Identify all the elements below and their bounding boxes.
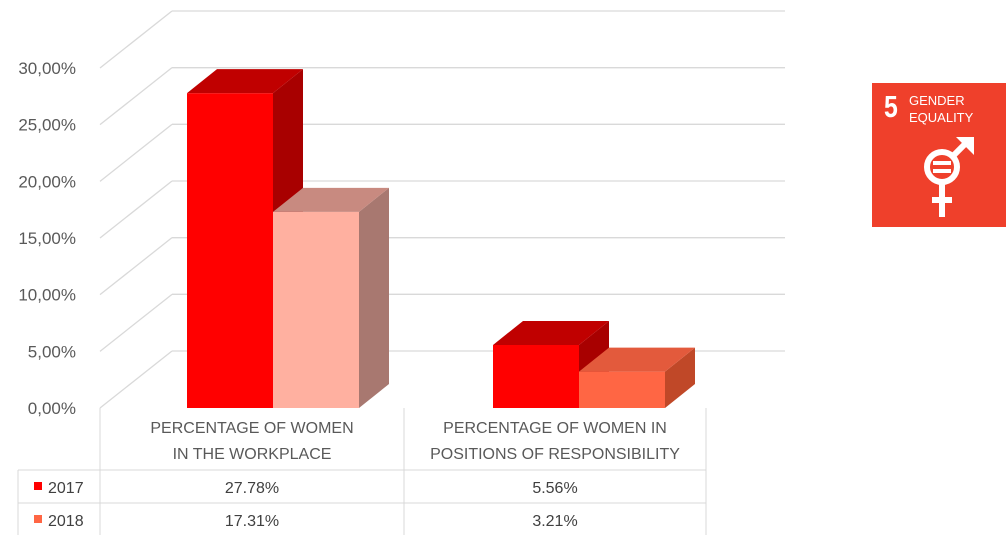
- gender-equality-icon: [924, 137, 974, 217]
- goal-title: GENDER EQUALITY: [909, 92, 973, 126]
- data-label: 27.78%: [225, 480, 279, 497]
- y-tick-label: 25,00%: [18, 116, 76, 135]
- y-tick-label: 30,00%: [18, 59, 76, 78]
- goal-title-line-2: EQUALITY: [909, 110, 974, 125]
- sdg-gender-equality-logo: 5 GENDER EQUALITY: [872, 83, 1006, 227]
- data-label: 5.56%: [532, 480, 577, 497]
- gridline-diagonal: [99, 350, 173, 409]
- y-tick-label: 20,00%: [18, 172, 76, 191]
- gridline-diagonal: [99, 67, 173, 126]
- legend-key-2018: [34, 515, 42, 523]
- bar-front: [187, 93, 273, 408]
- data-label: 17.31%: [225, 513, 279, 530]
- legend-label: 2018: [48, 513, 84, 530]
- category-label: PERCENTAGE OF WOMEN IN: [443, 420, 667, 437]
- gridline-diagonal: [99, 123, 173, 182]
- gridline-diagonal: [99, 237, 173, 296]
- bar-top: [579, 347, 695, 372]
- y-axis-ticks: 0,00% 5,00% 10,00% 15,00% 20,00% 25,00% 30,00%: [18, 59, 76, 418]
- bar-top: [273, 187, 389, 212]
- bar-front: [493, 344, 579, 408]
- y-tick-label: 10,00%: [18, 286, 76, 305]
- goal-number: 5: [884, 89, 898, 124]
- legend-key-2017: [34, 482, 42, 490]
- category-label: POSITIONS OF RESPONSIBILITY: [430, 446, 680, 463]
- bar-front: [579, 371, 665, 408]
- y-tick-label: 0,00%: [28, 399, 76, 418]
- y-tick-label: 5,00%: [28, 342, 76, 361]
- bar-2018-1: [273, 187, 389, 408]
- gridline-diagonal: [99, 293, 173, 352]
- bar-2018-2: [579, 347, 695, 408]
- bar-top: [493, 320, 609, 345]
- bar-side: [359, 187, 389, 408]
- bar-top: [187, 69, 303, 94]
- bars: [187, 69, 695, 408]
- y-tick-label: 15,00%: [18, 229, 76, 248]
- goal-title-line-1: GENDER: [909, 93, 965, 108]
- category-label: IN THE WORKPLACE: [173, 446, 332, 463]
- bar-side: [665, 347, 695, 408]
- data-table: PERCENTAGE OF WOMEN IN THE WORKPLACE PERCE…: [17, 408, 707, 535]
- category-label: PERCENTAGE OF WOMEN: [150, 420, 353, 437]
- data-label: 3.21%: [532, 513, 577, 530]
- bar-front: [273, 211, 359, 408]
- legend-label: 2017: [48, 480, 84, 497]
- gridline-diagonal: [99, 180, 173, 239]
- gridline-diagonal: [99, 10, 173, 69]
